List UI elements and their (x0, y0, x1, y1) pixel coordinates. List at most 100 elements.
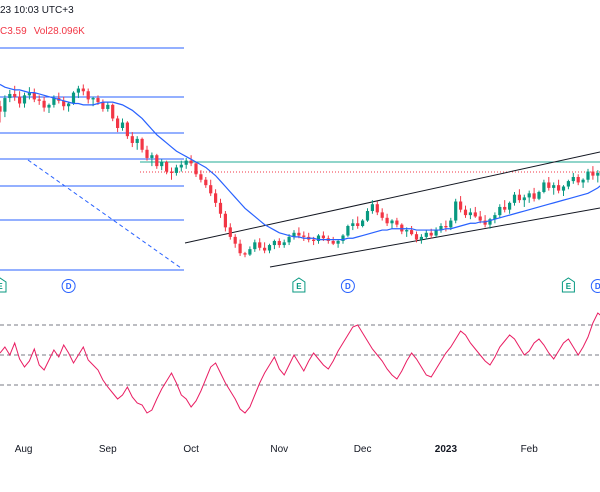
candle-body (512, 194, 517, 203)
candle-body (503, 206, 507, 210)
drawing-lines (27, 151, 600, 269)
candle-body (169, 171, 174, 173)
candle-body (130, 136, 134, 143)
candle-body (346, 226, 350, 236)
candle-body (336, 240, 340, 244)
candle-body (312, 239, 316, 241)
candle-body (365, 211, 370, 221)
earnings-icon (0, 277, 7, 293)
ma-line (0, 83, 600, 241)
candle-body (361, 220, 365, 226)
candle-body (370, 204, 374, 212)
candle-body (444, 226, 448, 228)
candle-body (385, 217, 389, 224)
candle-body (591, 171, 595, 176)
candle-body (238, 243, 242, 254)
dividend-icon (61, 279, 76, 293)
candle-body (218, 202, 223, 214)
candle-body (498, 206, 502, 216)
candle-body (243, 253, 247, 255)
candle-body (576, 177, 580, 183)
candle-body (160, 162, 164, 167)
candle-body (483, 220, 487, 225)
candle-body (586, 171, 590, 180)
candle-body (557, 185, 561, 191)
candle-body (101, 102, 105, 109)
earnings-marker: E (0, 277, 7, 293)
candle-body (27, 92, 31, 96)
candle-body (263, 247, 267, 251)
candle-body (125, 122, 129, 137)
candle-body (52, 98, 56, 105)
candle-body (253, 242, 257, 250)
candle-body (145, 149, 149, 158)
candle-body (522, 197, 526, 201)
candle-body (561, 186, 566, 191)
earnings-icon (561, 277, 575, 293)
candle-body (478, 216, 482, 221)
x-axis-label: Nov (270, 444, 288, 455)
candle-body (571, 177, 575, 182)
candle-body (400, 224, 404, 232)
candle-body (566, 181, 570, 187)
candle-body (223, 213, 227, 228)
candle-body (18, 96, 22, 104)
candle-body (552, 185, 556, 188)
earnings-icon (292, 277, 306, 293)
candle-body (439, 226, 443, 231)
candle-body (71, 92, 76, 104)
x-axis-label: Sep (99, 444, 117, 455)
header-values: C3.59 Vol28.096K (0, 26, 85, 37)
candle-body (454, 201, 458, 221)
candle-body (228, 227, 232, 237)
candle-body (282, 242, 286, 246)
candle-body (380, 212, 384, 218)
candle-body (267, 245, 272, 251)
candle-body (204, 179, 208, 186)
event-letter: E (0, 282, 3, 291)
candle-body (189, 160, 193, 164)
candle-body (199, 174, 203, 180)
candle-body (375, 204, 379, 213)
candle-body (116, 118, 120, 128)
candle-body (537, 191, 541, 199)
rsi-line (0, 312, 600, 414)
candle-body (596, 172, 600, 176)
candle-body (429, 232, 433, 236)
candle-body (140, 138, 144, 150)
candle-body (81, 88, 85, 92)
channel-lower-line (269, 207, 600, 268)
candle-body (174, 167, 178, 173)
candle-body (434, 230, 438, 236)
candle-body (76, 88, 80, 93)
candle-body (214, 193, 218, 203)
candle-body (459, 201, 463, 210)
candle-body (508, 202, 512, 210)
x-axis-label: 2023 (435, 444, 458, 455)
candle-body (179, 164, 183, 168)
candle-body (351, 223, 355, 226)
candle-body (120, 122, 125, 128)
candle-body (410, 230, 414, 235)
moving-average (0, 83, 600, 241)
candle-body (258, 242, 262, 248)
candle-body (86, 91, 90, 100)
candle-body (356, 223, 360, 226)
candle-body (37, 99, 41, 101)
candle-body (463, 209, 468, 216)
earnings-marker: E (561, 277, 575, 293)
dividend-icon (340, 279, 355, 293)
candle-body (321, 235, 325, 239)
candle-body (316, 235, 321, 241)
candle-body (106, 104, 110, 109)
candle-body (517, 194, 521, 201)
candle-body (488, 219, 492, 225)
event-letter: E (566, 282, 572, 291)
earnings-marker: E (292, 277, 306, 293)
x-axis-label: Aug (15, 444, 33, 455)
candle-body (277, 240, 281, 246)
candle-body (233, 236, 237, 244)
x-axis-label: Feb (521, 444, 539, 455)
